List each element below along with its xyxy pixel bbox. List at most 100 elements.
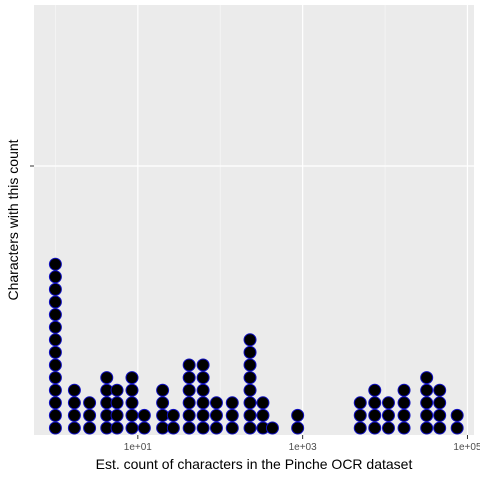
data-dot	[291, 408, 305, 422]
data-dot	[67, 383, 81, 397]
data-dot	[156, 421, 170, 435]
data-dot	[381, 408, 395, 422]
data-dot	[110, 383, 124, 397]
data-dot	[450, 421, 464, 435]
data-dot	[256, 396, 270, 410]
y-axis-title: Characters with this count	[5, 139, 21, 300]
data-dot	[137, 408, 151, 422]
plot-panel	[34, 5, 474, 435]
data-dot	[83, 396, 97, 410]
data-dot	[48, 371, 62, 385]
data-dot	[368, 421, 382, 435]
data-dot	[243, 345, 257, 359]
data-dot	[83, 421, 97, 435]
data-dot	[433, 408, 447, 422]
x-tick-label: 1e+05	[453, 442, 480, 453]
data-dot	[209, 408, 223, 422]
data-dot	[137, 421, 151, 435]
data-dot	[368, 396, 382, 410]
data-dot	[420, 371, 434, 385]
data-dot	[67, 396, 81, 410]
data-dot	[381, 396, 395, 410]
data-dot	[450, 408, 464, 422]
data-dot	[256, 408, 270, 422]
data-dot	[83, 408, 97, 422]
data-dot	[353, 396, 367, 410]
data-dot	[166, 408, 180, 422]
data-dot	[243, 333, 257, 347]
data-dot	[125, 421, 139, 435]
grid-lines	[34, 5, 474, 435]
data-dot	[48, 383, 62, 397]
data-dot	[243, 408, 257, 422]
data-dot	[48, 257, 62, 271]
data-dot	[67, 408, 81, 422]
data-dot	[209, 396, 223, 410]
data-dot	[397, 408, 411, 422]
data-dot	[353, 408, 367, 422]
data-dot	[48, 421, 62, 435]
data-dot	[225, 408, 239, 422]
data-dot	[420, 408, 434, 422]
dot-stacks	[48, 257, 464, 435]
data-dot	[182, 408, 196, 422]
data-dot	[156, 383, 170, 397]
data-dot	[243, 371, 257, 385]
data-dot	[48, 358, 62, 372]
data-dot	[397, 396, 411, 410]
data-dot	[433, 396, 447, 410]
data-dot	[156, 408, 170, 422]
data-dot	[125, 371, 139, 385]
data-dot	[209, 421, 223, 435]
x-tick-label: 1e+01	[124, 442, 153, 453]
data-dot	[182, 371, 196, 385]
data-dot	[368, 408, 382, 422]
data-dot	[196, 383, 210, 397]
data-dot	[225, 396, 239, 410]
data-dot	[225, 421, 239, 435]
data-dot	[48, 320, 62, 334]
data-dot	[196, 421, 210, 435]
data-dot	[381, 421, 395, 435]
data-dot	[182, 421, 196, 435]
data-dot	[48, 345, 62, 359]
data-dot	[243, 396, 257, 410]
data-dot	[420, 421, 434, 435]
data-dot	[368, 383, 382, 397]
data-dot	[48, 270, 62, 284]
data-dot	[243, 383, 257, 397]
data-dot	[353, 421, 367, 435]
data-dot	[196, 358, 210, 372]
data-dot	[243, 358, 257, 372]
data-dot	[110, 408, 124, 422]
data-dot	[100, 371, 114, 385]
data-dot	[433, 383, 447, 397]
x-axis-title: Est. count of characters in the Pinche O…	[96, 456, 413, 472]
data-dot	[397, 383, 411, 397]
data-dot	[125, 383, 139, 397]
data-dot	[156, 396, 170, 410]
data-dot	[420, 396, 434, 410]
data-dot	[243, 421, 257, 435]
data-dot	[265, 421, 279, 435]
data-dot	[67, 421, 81, 435]
data-dot	[48, 408, 62, 422]
data-dot	[48, 282, 62, 296]
data-dot	[182, 396, 196, 410]
data-dot	[196, 408, 210, 422]
data-dot	[182, 358, 196, 372]
x-axis-ticks: 1e+01 1e+03 1e+05	[124, 435, 480, 453]
data-dot	[166, 421, 180, 435]
data-dot	[48, 333, 62, 347]
data-dot	[48, 396, 62, 410]
data-dot	[48, 295, 62, 309]
data-dot	[397, 421, 411, 435]
data-dot	[196, 396, 210, 410]
data-dot	[125, 396, 139, 410]
data-dot	[433, 421, 447, 435]
x-tick-label: 1e+03	[289, 442, 318, 453]
data-dot	[110, 421, 124, 435]
data-dot	[182, 383, 196, 397]
data-dot	[291, 421, 305, 435]
